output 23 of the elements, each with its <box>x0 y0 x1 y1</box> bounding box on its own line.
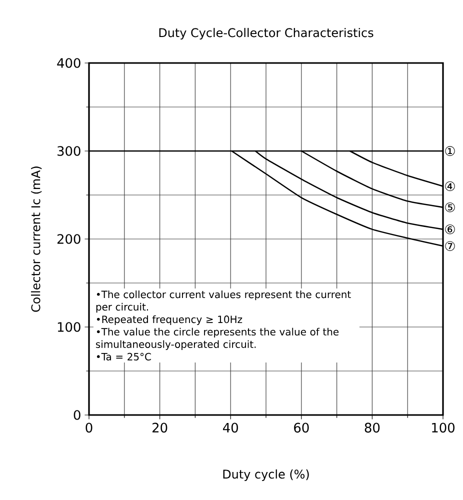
y-tick-label: 0 <box>74 410 80 420</box>
x-tick-label: 60 <box>294 422 309 433</box>
y-tick-label: 100 <box>58 322 80 332</box>
annotation: •Ta = 25°C <box>96 352 151 360</box>
y-axis-title: Collector current Ic (mA) <box>31 166 42 312</box>
series-label: ⑤ <box>445 202 455 212</box>
y-tick-label: 200 <box>57 234 80 244</box>
annotation: •The collector current values represent the current per circuit. <box>96 290 351 313</box>
x-tick-label: 100 <box>432 422 454 433</box>
x-axis-title: Duty cycle (%) <box>223 469 309 481</box>
series-label: ⑦ <box>445 241 455 251</box>
y-tick-label: 300 <box>57 146 80 156</box>
chart-title: Duty Cycle-Collector Characteristics <box>159 28 374 40</box>
series-label: ⑥ <box>445 224 455 234</box>
annotation: •Repeated frequency ≥ 10Hz <box>96 315 242 326</box>
x-tick-label: 0 <box>86 422 92 433</box>
series-label: ① <box>445 146 455 156</box>
series-label: ④ <box>445 181 455 192</box>
x-tick-label: 20 <box>152 422 168 433</box>
y-tick-label: 400 <box>57 58 80 68</box>
annotation: •The value the circle represents the value of the simultaneously-operated circuit. <box>96 328 339 350</box>
x-tick-label: 80 <box>364 422 380 433</box>
x-tick-label: 40 <box>222 422 238 433</box>
